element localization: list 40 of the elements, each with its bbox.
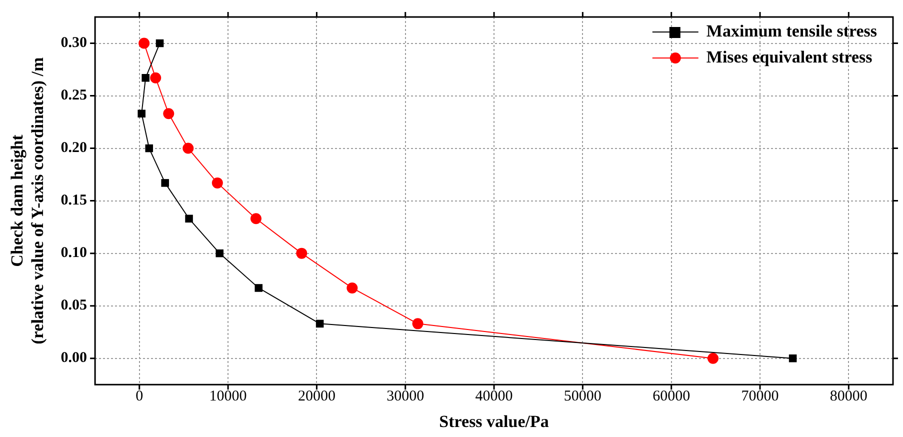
- y-tick-label: 0.30: [60, 35, 88, 52]
- point: [212, 177, 223, 188]
- y-tick-label: 0.10: [60, 245, 88, 262]
- point: [250, 213, 262, 224]
- x-tick-label: 0: [136, 388, 144, 405]
- y-axis-title: Check dam height (relative value of Y-axis coordinates) /m: [8, 57, 47, 344]
- y-tick-label: 0.25: [60, 88, 88, 104]
- point: [412, 318, 424, 330]
- point: [216, 249, 224, 258]
- point: [161, 179, 169, 187]
- point: [708, 352, 719, 364]
- point: [346, 282, 358, 294]
- x-tick-label: 20000: [298, 388, 336, 405]
- x-tick-label: 50000: [564, 388, 602, 405]
- legend-label: Mises equivalent stress: [706, 47, 873, 66]
- point: [138, 38, 150, 49]
- x-tick-label: 60000: [652, 388, 690, 405]
- legend-label: Maximum tensile stress: [706, 21, 878, 40]
- y-tick-label: 0.00: [60, 350, 88, 366]
- y-tick-label: 0.15: [60, 192, 88, 209]
- point: [150, 72, 162, 84]
- x-tick-label: 30000: [386, 388, 424, 405]
- point: [163, 108, 174, 120]
- y-tick-label: 0.05: [60, 298, 88, 314]
- point: [182, 142, 194, 154]
- point: [316, 320, 324, 328]
- point: [145, 144, 154, 152]
- point: [788, 354, 797, 362]
- x-tick-label: 40000: [475, 388, 513, 405]
- x-tick-label: 10000: [209, 388, 247, 405]
- x-tick-label: 70000: [741, 388, 779, 405]
- x-tick-label: 80000: [830, 388, 868, 405]
- point: [185, 214, 193, 223]
- point: [142, 74, 150, 82]
- x-axis-title: Stress value/Pa: [439, 412, 550, 432]
- point: [138, 110, 146, 118]
- y-tick-label: 0.20: [60, 140, 88, 156]
- point: [254, 284, 263, 292]
- point: [296, 248, 308, 259]
- point: [156, 39, 164, 48]
